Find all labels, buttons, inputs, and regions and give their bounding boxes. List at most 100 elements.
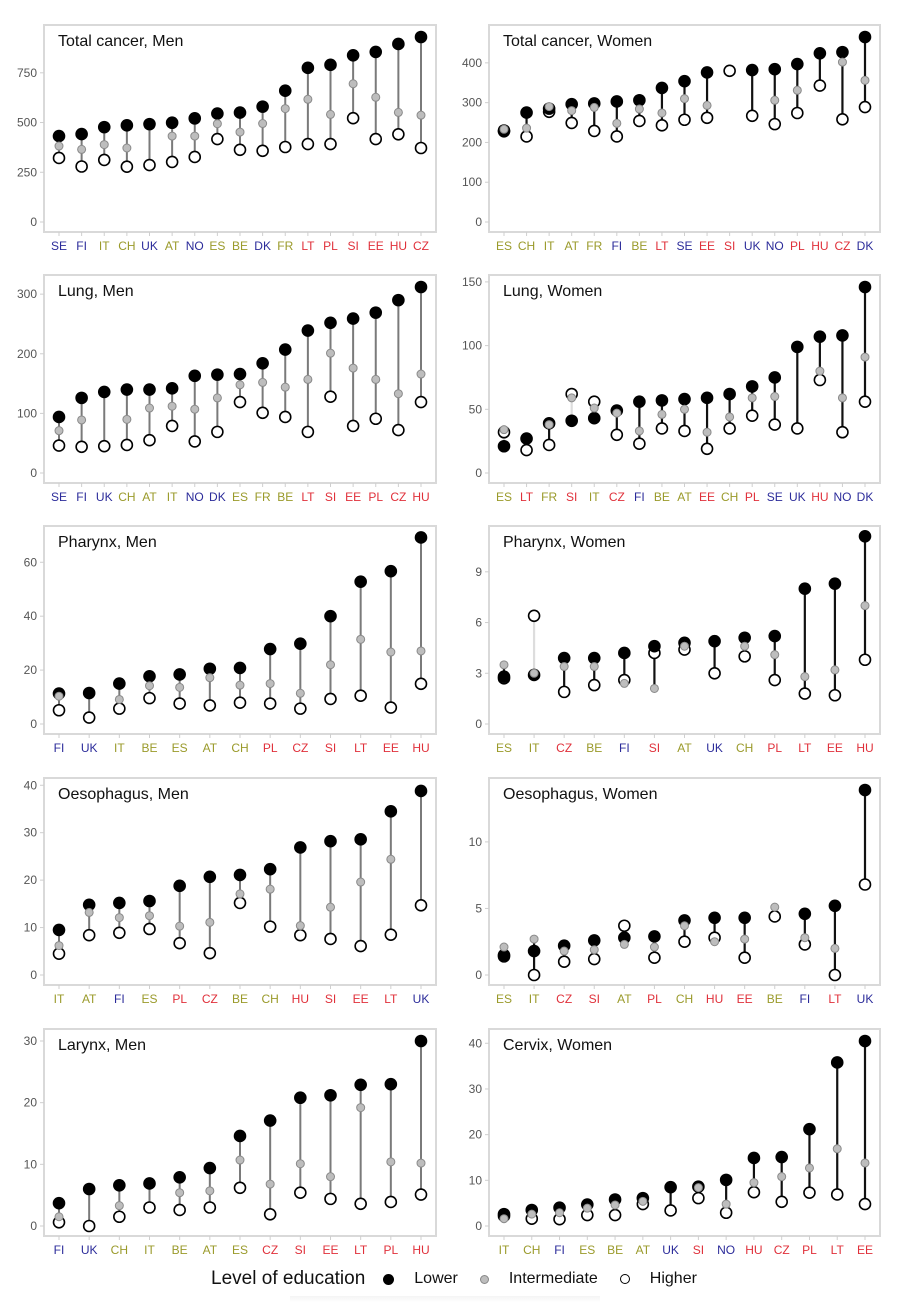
point-lower-hu <box>858 530 872 543</box>
point-lower-uk <box>97 385 111 399</box>
legend-item-higher: Higher <box>619 1270 697 1288</box>
y-tick-label: 250 <box>17 165 37 179</box>
point-lower-ee <box>828 577 842 590</box>
x-tick-label-ch: CH <box>523 1243 540 1257</box>
chart-panel-lung-women: 0 50 100 150 Lung, Women ES LT FR SI IT CZ FI BE AT EE… <box>462 274 881 504</box>
panel-title: Lung, Men <box>58 283 134 300</box>
x-tick-label-ee: EE <box>737 992 753 1006</box>
point-higher-se <box>52 151 66 165</box>
y-tick-label: 3 <box>475 666 482 680</box>
x-tick-label-uk: UK <box>81 741 98 755</box>
x-tick-label-fi: FI <box>619 741 630 755</box>
point-intermediate-dk <box>212 393 222 403</box>
point-higher-dk <box>858 395 872 408</box>
x-tick-label-es: ES <box>141 992 157 1006</box>
point-lower-fi <box>75 391 88 405</box>
point-lower-fr <box>256 357 269 370</box>
point-higher-ee <box>369 132 383 146</box>
x-tick-label-ee: EE <box>345 490 361 504</box>
plot-frame <box>488 24 881 233</box>
point-intermediate-si <box>326 902 335 912</box>
point-intermediate-be <box>235 889 245 899</box>
point-higher-hu <box>414 1188 428 1201</box>
point-lower-at <box>203 1161 217 1175</box>
point-intermediate-at <box>84 907 94 917</box>
x-tick-label-be: BE <box>172 1243 188 1257</box>
y-tick-label: 60 <box>24 555 38 569</box>
point-higher-pl <box>648 951 661 964</box>
point-lower-lt <box>830 1056 844 1069</box>
point-intermediate-ch <box>114 1201 124 1211</box>
point-higher-fi <box>75 160 88 173</box>
x-tick-label-lt: LT <box>301 490 315 504</box>
point-higher-hu <box>747 1185 761 1199</box>
point-intermediate-hu <box>749 1178 759 1188</box>
x-tick-label-uk: UK <box>96 490 113 504</box>
point-higher-no <box>188 150 202 164</box>
point-higher-cz <box>610 428 624 442</box>
point-lower-ch <box>113 1179 126 1192</box>
point-intermediate-lt <box>356 634 366 644</box>
x-tick-label-es: ES <box>496 741 512 755</box>
point-intermediate-fr <box>258 377 268 387</box>
point-higher-dk <box>858 100 872 114</box>
x-tick-label-uk: UK <box>857 992 874 1006</box>
point-higher-uk <box>82 1219 96 1233</box>
point-higher-ee <box>354 939 367 953</box>
y-tick-label: 0 <box>30 1219 37 1233</box>
x-tick-label-fr: FR <box>541 490 557 504</box>
point-higher-it <box>97 153 111 167</box>
x-tick-label-hu: HU <box>412 490 429 504</box>
y-tick-label: 0 <box>475 968 482 982</box>
y-tick-label: 30 <box>24 1034 38 1048</box>
point-intermediate-cz <box>205 917 215 927</box>
x-tick-label-lt: LT <box>520 490 534 504</box>
x-tick-label-be: BE <box>141 741 157 755</box>
point-intermediate-hu <box>710 937 720 947</box>
point-intermediate-fr <box>544 420 554 430</box>
point-lower-lt <box>655 81 669 95</box>
point-higher-cz <box>392 423 405 437</box>
point-intermediate-be <box>657 409 667 419</box>
point-intermediate-si <box>295 1159 305 1169</box>
higher-education-marker-icon <box>619 1274 630 1284</box>
x-tick-label-fr: FR <box>586 239 602 253</box>
point-lower-uk <box>664 1180 677 1194</box>
point-intermediate-cz <box>393 389 403 399</box>
y-tick-label: 40 <box>469 1036 483 1050</box>
point-lower-es <box>143 894 156 908</box>
point-intermediate-fi <box>619 678 629 688</box>
point-intermediate-si <box>326 348 335 358</box>
chart-svg: 0 20 40 60 Pharynx, Men FI UK IT BE ES AT CH PL CZ SI L… <box>24 525 437 755</box>
point-lower-ee <box>700 66 714 79</box>
point-lower-no <box>719 1173 733 1187</box>
x-tick-label-si: SI <box>325 741 336 755</box>
point-intermediate-si <box>693 1183 703 1193</box>
x-tick-label-be: BE <box>277 490 293 504</box>
point-higher-at <box>143 433 156 447</box>
point-intermediate-fi <box>77 144 87 154</box>
point-higher-ch <box>723 422 736 435</box>
point-lower-no <box>188 369 202 383</box>
point-lower-lt <box>828 899 842 913</box>
point-lower-ch <box>520 106 533 119</box>
point-higher-uk <box>745 109 759 123</box>
point-higher-lt <box>354 689 367 702</box>
point-lower-cz <box>775 1150 788 1164</box>
x-tick-label-lt: LT <box>655 239 669 253</box>
plot-frame <box>488 525 881 735</box>
point-lower-fi <box>113 896 126 910</box>
point-higher-no <box>768 117 782 131</box>
y-tick-label: 100 <box>462 339 482 353</box>
point-lower-es <box>173 668 186 681</box>
point-lower-ch <box>120 119 134 132</box>
point-higher-fi <box>113 926 126 940</box>
panel-title: Larynx, Men <box>58 1037 146 1054</box>
x-tick-label-it: IT <box>54 992 65 1006</box>
x-tick-label-ch: CH <box>518 239 535 253</box>
point-higher-se <box>52 439 66 452</box>
plot-frame <box>488 1028 881 1237</box>
point-lower-dk <box>858 30 872 44</box>
y-tick-label: 750 <box>17 66 37 80</box>
chart-panel-oesophagus-men: 0 10 20 30 40 Oesophagus, Men IT AT FI ES PL CZ BE CH… <box>24 777 437 1006</box>
